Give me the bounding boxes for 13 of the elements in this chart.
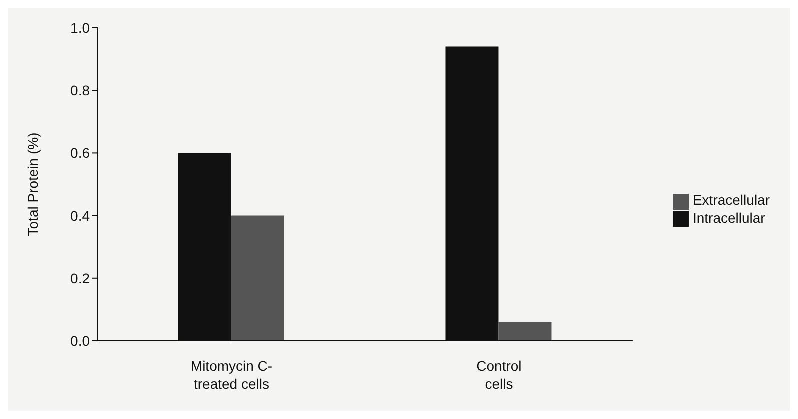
legend-label: Extracellular <box>692 192 770 208</box>
y-tick-label: 0.4 <box>70 208 90 224</box>
bar <box>498 322 552 341</box>
x-tick-label: Mitomycin C- treated cells <box>190 358 273 392</box>
y-tick-label: 1.0 <box>70 20 90 36</box>
legend-label: Intracellular <box>692 210 766 226</box>
bar <box>231 216 284 341</box>
y-tick-label: 0.8 <box>70 82 90 99</box>
y-tick-label: 0.0 <box>70 332 90 349</box>
y-tick-label: 0.6 <box>70 145 90 162</box>
x-tick-label: Control cells <box>476 358 522 392</box>
y-axis-title: Total Protein (%) <box>24 132 41 236</box>
y-tick-label: 0.2 <box>70 270 90 286</box>
